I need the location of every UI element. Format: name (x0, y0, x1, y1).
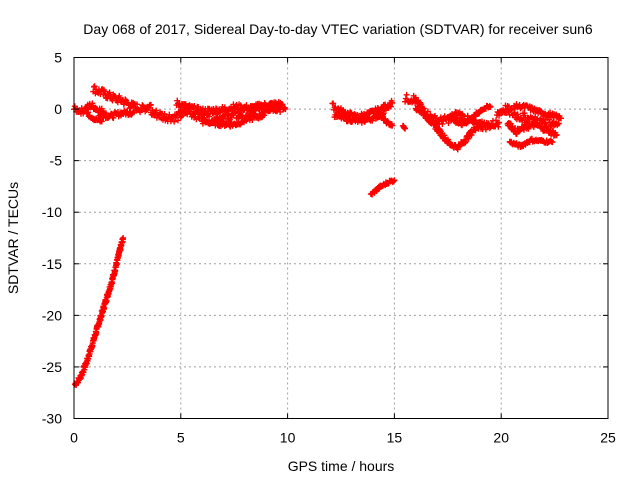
x-tick-label: 25 (600, 430, 616, 446)
x-tick-label: 10 (280, 430, 296, 446)
data-point (212, 105, 219, 112)
data-point (439, 120, 446, 127)
x-tick-label: 0 (70, 430, 78, 446)
data-point (387, 103, 394, 110)
y-tick-label: 5 (54, 50, 62, 66)
data-point (549, 139, 556, 146)
data-point (101, 88, 108, 95)
data-point (521, 110, 528, 117)
data-point (120, 235, 127, 241)
data-point (465, 135, 472, 142)
data-point (171, 118, 178, 125)
data-point (264, 104, 271, 111)
x-tick-label: 5 (177, 430, 185, 446)
data-point (525, 125, 532, 132)
data-point (454, 146, 461, 153)
y-tick-label: -20 (42, 307, 62, 323)
data-point (206, 113, 213, 120)
data-point (485, 120, 492, 127)
data-point (153, 107, 160, 114)
data-point (174, 117, 181, 124)
data-point (122, 96, 129, 103)
data-point (98, 105, 105, 112)
y-tick-label: -25 (42, 359, 62, 375)
data-point (106, 89, 113, 96)
y-tick-label: -15 (42, 256, 62, 272)
data-point (496, 112, 503, 119)
data-point (493, 117, 500, 124)
y-tick-label: 0 (54, 101, 62, 117)
y-tick-label: -30 (42, 411, 62, 427)
data-point (178, 113, 185, 120)
data-point (347, 109, 354, 116)
data-point (518, 116, 525, 123)
data-point (130, 109, 137, 116)
axis-ticks: 0 5 10 15 20 25 5 0 -5 -10 -15 -20 -25 -30 (42, 50, 616, 446)
data-point (98, 110, 105, 117)
data-point (558, 115, 565, 122)
data-point (98, 118, 105, 125)
data-point (389, 122, 396, 129)
data-point (277, 99, 284, 106)
data-point (519, 117, 526, 124)
data-marks (71, 83, 565, 389)
data-point (220, 118, 227, 125)
data-point (282, 106, 289, 113)
data-point (330, 100, 337, 107)
plot-frame (73, 57, 609, 419)
data-point (553, 131, 560, 138)
data-point (278, 100, 285, 107)
data-point (147, 101, 154, 108)
x-tick-label: 20 (493, 430, 509, 446)
data-point (382, 101, 389, 108)
data-point (110, 114, 117, 121)
data-point (97, 117, 104, 124)
data-point (390, 178, 397, 185)
data-point (532, 113, 539, 120)
data-point (348, 110, 355, 117)
data-point (486, 103, 493, 110)
data-point (402, 125, 409, 132)
data-point (204, 110, 211, 117)
y-axis-label: SDTVAR / TECUs (5, 182, 21, 294)
data-point (261, 112, 268, 119)
data-point (441, 132, 448, 139)
data-point (538, 123, 545, 130)
data-point (389, 99, 396, 106)
y-tick-label: -5 (50, 153, 63, 169)
data-point (464, 112, 471, 119)
data-point (249, 116, 256, 123)
data-point (461, 113, 468, 120)
data-point (391, 177, 398, 184)
data-point (478, 118, 485, 125)
data-point (91, 83, 98, 90)
data-point (495, 123, 502, 130)
data-point (134, 101, 141, 108)
chart-title: Day 068 of 2017, Sidereal Day-to-day VTE… (83, 21, 593, 37)
data-point (222, 115, 229, 122)
data-point (487, 104, 494, 111)
data-point (514, 111, 521, 118)
data-point (418, 101, 425, 108)
x-tick-label: 15 (387, 430, 403, 446)
data-point (277, 108, 284, 115)
data-point (445, 120, 452, 127)
data-point (496, 119, 503, 126)
data-point (424, 108, 431, 115)
y-tick-label: -10 (42, 204, 62, 220)
data-point (116, 92, 123, 99)
data-point (506, 103, 513, 110)
data-point (403, 91, 410, 98)
x-axis-label: GPS time / hours (288, 458, 395, 474)
data-point (213, 117, 220, 124)
